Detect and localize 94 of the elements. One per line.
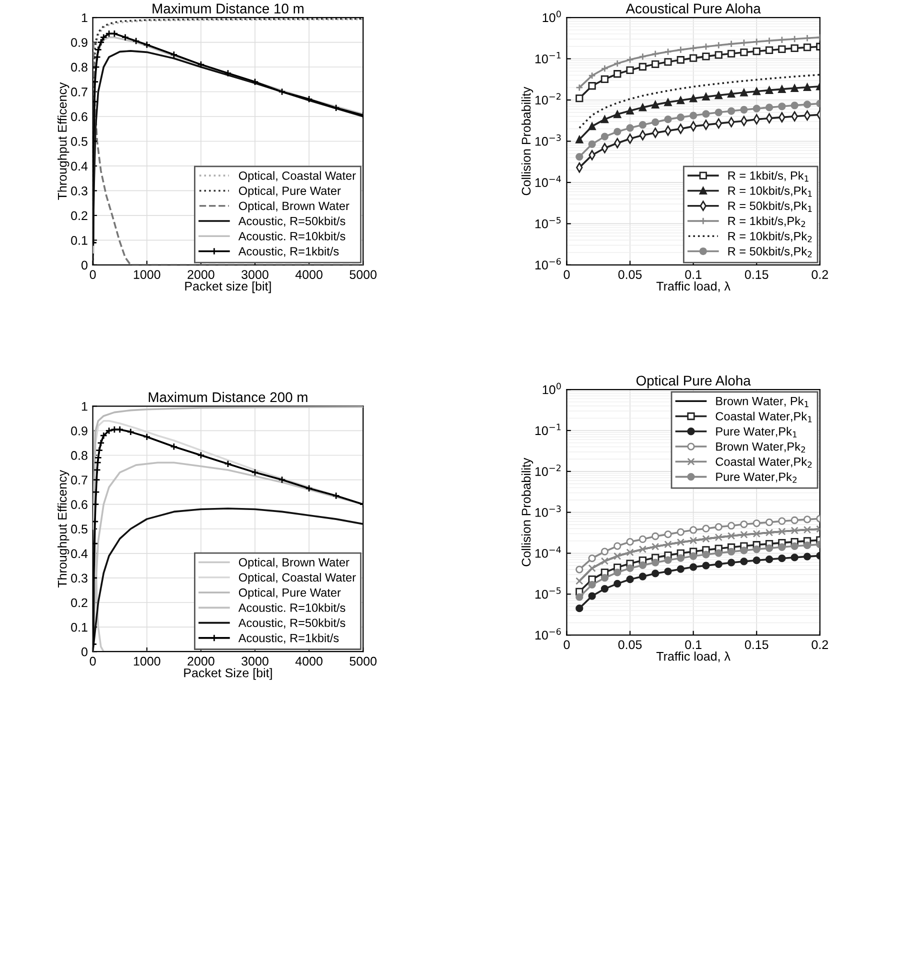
y-tick-label: 10$^{−3}$ xyxy=(535,505,561,517)
x-tick-label: 0.1 xyxy=(685,640,702,650)
y-tick-label: 0.3 xyxy=(71,186,88,196)
x-tick-label: 0.15 xyxy=(744,640,768,650)
legend-label: Pure Water,Pk$_{2}$ xyxy=(716,472,796,483)
y-tick-label: 0.5 xyxy=(71,524,88,534)
y-tick-label: 0.4 xyxy=(71,549,88,558)
chart-title: Acoustical Pure Aloha xyxy=(626,3,761,14)
legend-label: R = 50kbit/s,Pk$_{1}$ xyxy=(728,201,812,212)
y-axis-title: Collision Probability xyxy=(521,86,534,196)
legend-label: Optical, Pure Water xyxy=(238,588,341,600)
y-tick-label: 0.4 xyxy=(71,162,88,171)
legend-label: Acoustic, R=1kbit/s xyxy=(238,634,339,644)
legend-label: Acoustic. R=10kbit/s xyxy=(238,232,346,240)
y-tick-label: 10$^{−3}$ xyxy=(535,134,561,146)
x-tick-label: 2000 xyxy=(188,656,214,666)
y-tick-label: 0.2 xyxy=(71,598,88,608)
y-tick-label: 10$^{0}$ xyxy=(542,382,561,394)
x-tick-label: 0 xyxy=(564,640,570,650)
y-tick-label: 0 xyxy=(81,647,88,656)
x-tick-label: 0.1 xyxy=(685,270,702,279)
y-tick-label: 0.3 xyxy=(71,574,88,583)
y-tick-label: 0.9 xyxy=(71,426,88,436)
x-tick-label: 0.2 xyxy=(812,270,828,279)
legend-label: R = 10kbit/s,Pk$_{1}$ xyxy=(728,186,812,197)
x-tick-label: 2000 xyxy=(188,270,214,279)
x-axis-title: Packet size [bit] xyxy=(185,281,271,294)
y-tick-label: 0.1 xyxy=(71,622,88,632)
y-tick-label: 10$^{−4}$ xyxy=(535,176,561,188)
x-tick-label: 5000 xyxy=(350,656,377,666)
x-tick-label: 1000 xyxy=(134,270,160,279)
y-tick-label: 1 xyxy=(82,13,88,22)
y-tick-label: 0.8 xyxy=(71,62,88,72)
legend-label: Coastal Water,Pk$_{2}$ xyxy=(716,457,812,468)
x-axis-title: Traffic load, λ xyxy=(656,652,730,662)
x-tick-label: 4000 xyxy=(295,270,322,279)
y-axis-title: Throughput Efficency xyxy=(58,82,70,200)
legend-label: R = 50kbit/s,Pk$_{2}$ xyxy=(728,246,812,258)
y-tick-label: 10$^{−2}$ xyxy=(535,464,561,476)
legend-label: R = 10kbit/s,Pk$_{2}$ xyxy=(728,232,812,242)
x-tick-label: 0 xyxy=(90,270,96,279)
y-tick-label: 10$^{−1}$ xyxy=(535,424,561,436)
chart-title: Maximum Distance 10 m xyxy=(152,3,304,14)
x-tick-label: 1000 xyxy=(134,656,160,666)
legend-label: R = 1kbit/s,Pk$_{2}$ xyxy=(728,216,806,227)
legend-label: Optical, Coastal Water xyxy=(238,572,356,584)
legend-label: Optical, Brown Water xyxy=(238,558,350,569)
y-tick-label: 0.7 xyxy=(71,476,88,484)
legend-label: Optical, Pure Water xyxy=(238,186,341,198)
y-tick-label: 0.5 xyxy=(71,137,88,146)
y-tick-label: 0.9 xyxy=(71,38,88,47)
y-tick-label: 0.6 xyxy=(71,500,88,509)
legend-label: Acoustic, R=50kbit/s xyxy=(238,618,346,628)
x-tick-label: 3000 xyxy=(242,656,268,666)
legend-label: Brown Water,Pk$_{2}$ xyxy=(716,442,806,453)
legend-label: Coastal Water,Pk$_{1}$ xyxy=(716,412,812,422)
y-tick-label: 10$^{−5}$ xyxy=(535,216,561,228)
y-tick-label: 0 xyxy=(81,260,88,270)
x-tick-label: 4000 xyxy=(295,656,322,666)
y-tick-label: 0.2 xyxy=(71,211,88,220)
legend-label: Acoustic, R=1kbit/s xyxy=(238,246,339,257)
y-axis-title: Collision Probability xyxy=(521,458,534,566)
legend-label: Pure Water,Pk$_{1}$ xyxy=(716,426,797,438)
y-tick-label: 10$^{−6}$ xyxy=(535,258,561,270)
chart-title: Optical Pure Aloha xyxy=(636,375,751,388)
legend-label: Acoustic. R=10kbit/s xyxy=(238,603,346,612)
legend-label: Acoustic, R=50kbit/s xyxy=(238,216,346,227)
legend-label: Optical, Coastal Water xyxy=(238,171,356,182)
x-tick-label: 3000 xyxy=(242,270,268,279)
y-tick-label: 0.8 xyxy=(71,451,88,460)
chart-title: Maximum Distance 200 m xyxy=(148,392,308,402)
y-tick-label: 1 xyxy=(82,402,88,411)
legend-label: R = 1kbit/s, Pk$_{1}$ xyxy=(728,171,808,182)
x-axis-title: Packet Size [bit] xyxy=(184,668,272,680)
y-tick-label: 10$^{−2}$ xyxy=(535,93,561,105)
x-tick-label: 5000 xyxy=(350,270,377,279)
x-axis-title: Traffic load, λ xyxy=(656,281,730,292)
y-tick-label: 0.1 xyxy=(71,236,88,245)
x-tick-label: 0.2 xyxy=(812,640,828,650)
x-tick-label: 0 xyxy=(90,656,96,666)
x-tick-label: 0.15 xyxy=(744,270,768,279)
y-tick-label: 0.6 xyxy=(71,112,88,122)
y-tick-label: 10$^{−4}$ xyxy=(535,546,561,558)
y-axis-title: Throughput Efficency xyxy=(58,470,70,588)
y-tick-label: 10$^{−6}$ xyxy=(535,628,561,640)
y-tick-label: 10$^{0}$ xyxy=(542,10,561,22)
y-tick-label: 10$^{−5}$ xyxy=(535,587,561,599)
x-tick-label: 0 xyxy=(564,270,570,279)
legend-label: Brown Water, Pk$_{1}$ xyxy=(716,396,808,408)
x-tick-label: 0.05 xyxy=(618,640,642,650)
y-tick-label: 10$^{−1}$ xyxy=(535,52,561,64)
y-tick-label: 0.7 xyxy=(71,88,88,96)
x-tick-label: 0.05 xyxy=(618,270,642,279)
legend-label: Optical, Brown Water xyxy=(238,201,350,212)
